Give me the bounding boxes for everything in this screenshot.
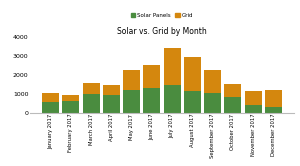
Bar: [143, 88, 161, 113]
Bar: [244, 91, 262, 105]
Bar: [62, 101, 80, 113]
Bar: [143, 65, 161, 88]
Bar: [244, 105, 262, 113]
Title: Solar vs. Grid by Month: Solar vs. Grid by Month: [117, 27, 207, 36]
Bar: [123, 70, 140, 90]
Bar: [103, 85, 120, 95]
Bar: [184, 91, 201, 113]
Bar: [62, 95, 80, 101]
Bar: [184, 57, 201, 91]
Bar: [224, 84, 242, 97]
Bar: [123, 90, 140, 113]
Bar: [164, 85, 181, 113]
Bar: [82, 94, 100, 113]
Bar: [164, 48, 181, 85]
Legend: Solar Panels, Grid: Solar Panels, Grid: [128, 10, 196, 20]
Bar: [42, 102, 59, 113]
Bar: [42, 93, 59, 102]
Bar: [204, 93, 221, 113]
Bar: [265, 90, 282, 107]
Bar: [224, 97, 242, 113]
Bar: [103, 95, 120, 113]
Bar: [204, 70, 221, 93]
Bar: [265, 107, 282, 113]
Bar: [82, 83, 100, 94]
